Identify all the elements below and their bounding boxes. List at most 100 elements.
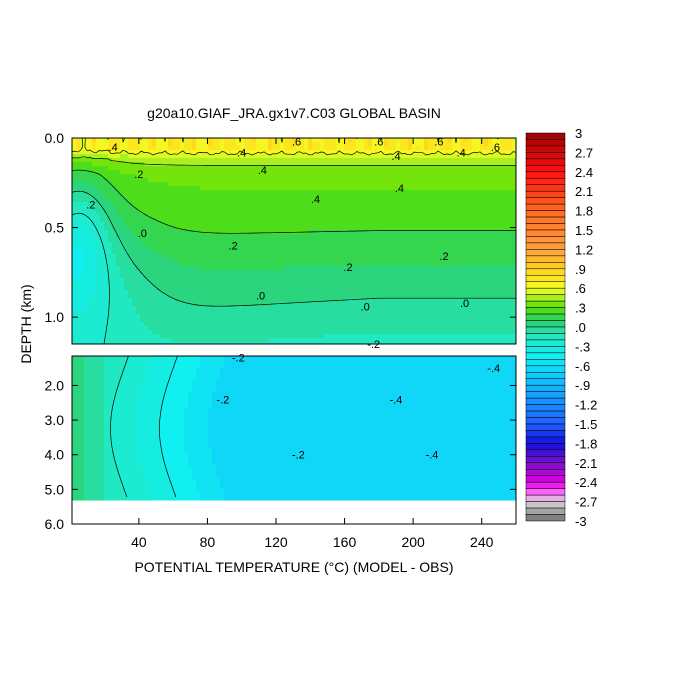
- heatmap-cell: [268, 298, 273, 303]
- heatmap-cell: [452, 238, 457, 243]
- heatmap-cell: [500, 194, 505, 199]
- heatmap-cell: [260, 218, 265, 223]
- heatmap-cell: [212, 166, 217, 171]
- heatmap-cell: [228, 138, 233, 143]
- heatmap-cell: [508, 194, 513, 199]
- heatmap-cell: [404, 182, 409, 187]
- heatmap-cell: [436, 262, 441, 267]
- heatmap-cell: [100, 266, 105, 271]
- heatmap-cell: [380, 170, 385, 175]
- heatmap-cell: [420, 222, 425, 227]
- heatmap-cell: [320, 206, 325, 211]
- heatmap-cell: [512, 178, 516, 183]
- heatmap-cell: [364, 174, 369, 179]
- heatmap-cell: [480, 170, 485, 175]
- heatmap-cell: [212, 150, 217, 155]
- heatmap-cell: [224, 234, 229, 239]
- heatmap-cell: [324, 306, 329, 311]
- heatmap-cell: [456, 138, 461, 143]
- heatmap-cell: [80, 262, 85, 267]
- heatmap-cell: [216, 254, 221, 259]
- heatmap-cell: [300, 242, 305, 247]
- heatmap-cell: [480, 218, 485, 223]
- heatmap-cell: [460, 270, 465, 275]
- heatmap-cell: [328, 174, 333, 179]
- heatmap-cell: [432, 198, 437, 203]
- heatmap-cell: [488, 270, 493, 275]
- heatmap-cell: [72, 214, 77, 219]
- heatmap-cell: [364, 166, 369, 171]
- heatmap-cell: [72, 294, 77, 299]
- heatmap-cell: [388, 306, 393, 311]
- heatmap-cell: [276, 162, 281, 167]
- heatmap-cell: [80, 214, 85, 219]
- heatmap-cell: [80, 290, 85, 295]
- heatmap-cell: [288, 218, 293, 223]
- heatmap-cell: [392, 258, 397, 263]
- heatmap-cell: [280, 310, 285, 315]
- heatmap-cell: [208, 298, 213, 303]
- heatmap-cell: [96, 278, 101, 283]
- heatmap-cell: [488, 194, 493, 199]
- heatmap-cell: [268, 222, 273, 227]
- heatmap-cell: [300, 226, 305, 231]
- heatmap-cell: [492, 270, 497, 275]
- heatmap-cell: [312, 170, 317, 175]
- heatmap-cell: [224, 166, 229, 171]
- heatmap-cell: [224, 250, 229, 255]
- heatmap-cell: [500, 250, 505, 255]
- heatmap-cell: [252, 306, 257, 311]
- heatmap-cell: [336, 266, 341, 271]
- heatmap-cell: [240, 246, 245, 251]
- heatmap-cell: [176, 306, 181, 311]
- heatmap-cell: [316, 230, 321, 235]
- heatmap-cell: [184, 238, 189, 243]
- heatmap-cell: [320, 214, 325, 219]
- heatmap-cell: [400, 290, 405, 295]
- heatmap-cell: [360, 246, 365, 251]
- heatmap-cell: [176, 194, 181, 199]
- heatmap-cell: [164, 146, 169, 151]
- heatmap-cell: [508, 142, 513, 147]
- heatmap-cell: [76, 258, 81, 263]
- heatmap-cell: [328, 258, 333, 263]
- heatmap-cell: [148, 230, 153, 235]
- heatmap-cell: [340, 170, 345, 175]
- heatmap-cell: [172, 150, 177, 155]
- heatmap-cell: [252, 138, 257, 143]
- heatmap-cell: [356, 282, 361, 287]
- heatmap-cell: [476, 186, 481, 191]
- heatmap-cell: [112, 282, 117, 287]
- heatmap-cell: [100, 298, 105, 303]
- heatmap-cell: [112, 166, 117, 171]
- heatmap-cell: [348, 306, 353, 311]
- heatmap-cell: [184, 222, 189, 227]
- heatmap-cell: [164, 262, 169, 267]
- heatmap-cell: [304, 166, 309, 171]
- heatmap-cell: [236, 282, 241, 287]
- heatmap-cell: [484, 206, 489, 211]
- heatmap-cell: [316, 222, 321, 227]
- heatmap-cell: [320, 158, 325, 163]
- heatmap-cell: [456, 190, 461, 195]
- heatmap-cell: [108, 294, 113, 299]
- heatmap-cell: [220, 150, 225, 155]
- heatmap-cell: [320, 290, 325, 295]
- heatmap-cell: [372, 298, 377, 303]
- heatmap-cell: [448, 302, 453, 307]
- heatmap-cell: [508, 266, 513, 271]
- heatmap-cell: [276, 238, 281, 243]
- heatmap-cell: [392, 214, 397, 219]
- heatmap-cell: [188, 246, 193, 251]
- heatmap-cell: [112, 218, 117, 223]
- heatmap-cell: [200, 222, 205, 227]
- heatmap-cell: [456, 278, 461, 283]
- heatmap-cell: [464, 278, 469, 283]
- heatmap-cell: [496, 146, 501, 151]
- heatmap-cell: [220, 222, 225, 227]
- heatmap-cell: [140, 254, 145, 259]
- heatmap-cell: [232, 238, 237, 243]
- heatmap-cell: [164, 270, 169, 275]
- heatmap-cell: [412, 262, 417, 267]
- heatmap-cell: [380, 190, 385, 195]
